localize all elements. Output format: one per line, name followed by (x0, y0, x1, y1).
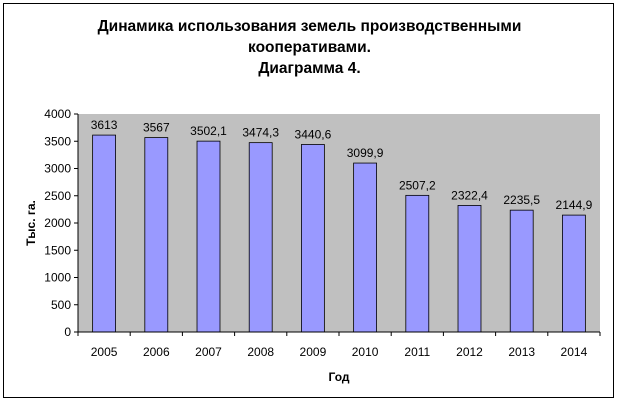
data-label-2010: 3099,9 (347, 146, 384, 160)
bar-2006 (144, 137, 169, 333)
data-label-2013: 2235,5 (503, 193, 540, 207)
bar-2012 (457, 205, 482, 333)
x-tick-label-2010: 2010 (352, 345, 379, 359)
bar-2005 (92, 134, 116, 333)
x-tick-label-2005: 2005 (91, 345, 118, 359)
x-tick-label-2007: 2007 (195, 345, 222, 359)
data-label-2012: 2322,4 (451, 188, 488, 202)
data-label-2008: 3474,3 (242, 126, 279, 140)
data-label-2011: 2507,2 (399, 178, 436, 192)
x-ticks-group: 2005 2006 2007 2008 2009 2010 2011 2012 2013 2014 (77, 332, 601, 359)
x-tick-label-2009: 2009 (300, 345, 327, 359)
bar-2011 (405, 194, 430, 333)
bar-2013 (509, 209, 534, 333)
x-tick-label-2006: 2006 (143, 345, 170, 359)
y-tick-label: 4000 (44, 107, 71, 121)
y-tick-label: 1000 (44, 271, 71, 285)
x-tick-label-2013: 2013 (508, 345, 535, 359)
y-tick-label: 2000 (44, 216, 71, 230)
y-tick-label: 1500 (44, 243, 71, 257)
y-tick-label: 3000 (44, 162, 71, 176)
y-tick-label: 3500 (44, 134, 71, 148)
bar-2008 (248, 142, 273, 333)
bar-2009 (301, 144, 325, 333)
bar-2007 (196, 140, 221, 333)
x-tick-label-2008: 2008 (247, 345, 274, 359)
data-labels-group: 3613 3567 3502,1 3474,3 3440,6 3099,9 2507,2 23… (91, 118, 593, 212)
chart-title-line-1: Динамика использования земель производст… (97, 18, 522, 35)
y-axis-title: Тыс. га. (24, 200, 38, 246)
y-ticks-group: 0 500 1000 1500 2000 2500 3000 3500 4000 (44, 107, 78, 339)
y-tick-label: 500 (51, 298, 71, 312)
data-label-2006: 3567 (143, 121, 170, 135)
y-tick-label: 0 (64, 325, 71, 339)
bar-2014 (562, 214, 586, 333)
chart-title-line-2: кооперативами. (248, 39, 371, 56)
data-label-2005: 3613 (91, 118, 118, 132)
x-tick-label-2011: 2011 (404, 345, 430, 359)
x-tick-label-2012: 2012 (456, 345, 483, 359)
data-label-2007: 3502,1 (190, 124, 227, 138)
data-label-2014: 2144,9 (556, 198, 593, 212)
bar-2010 (353, 162, 377, 333)
data-label-2009: 3440,6 (295, 127, 332, 141)
chart-title: Динамика использования земель производст… (0, 16, 619, 79)
x-tick-label-2014: 2014 (561, 345, 588, 359)
x-axis-title: Год (329, 370, 350, 384)
chart-title-line-3: Диаграмма 4. (258, 60, 361, 77)
y-tick-label: 2500 (44, 189, 71, 203)
bars-group (92, 134, 586, 333)
